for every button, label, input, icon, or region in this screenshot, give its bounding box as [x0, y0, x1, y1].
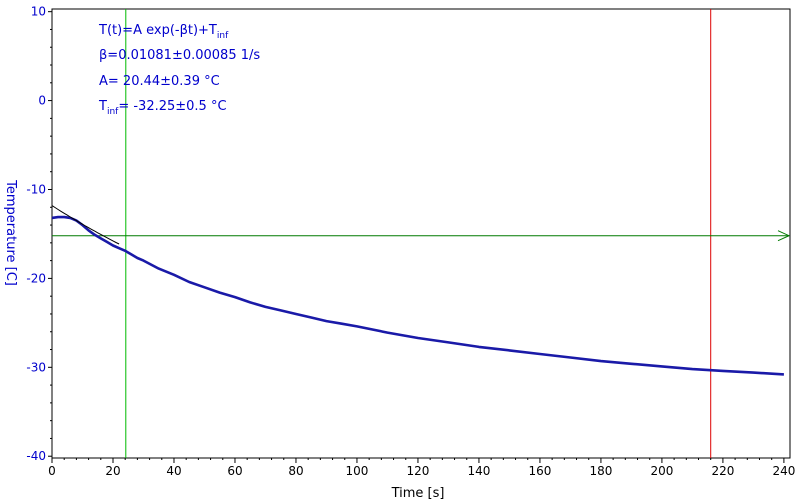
fit-annotation: T(t)=A exp(-βt)+Tinf β=0.01081±0.00085 1…	[98, 23, 260, 117]
x-tick-label: 200	[650, 464, 673, 478]
x-tick-label: 140	[467, 464, 490, 478]
x-tick-label: 120	[406, 464, 429, 478]
cursor-lines	[52, 9, 791, 458]
y-axis-label: Temperature [C]	[3, 179, 18, 286]
plot-frame	[51, 8, 791, 459]
x-axis-label: Time [s]	[391, 486, 445, 501]
x-tick-label: 20	[105, 464, 120, 478]
y-tick-label: -10	[26, 182, 46, 196]
x-tick-label: 160	[528, 464, 551, 478]
x-tick-label: 60	[227, 464, 242, 478]
x-tick-label: 100	[346, 464, 369, 478]
y-tick-label: -20	[26, 271, 46, 285]
x-tick-label: 0	[48, 464, 56, 478]
y-tick-label: -30	[26, 360, 46, 374]
x-tick-label: 180	[589, 464, 612, 478]
fit-line	[51, 205, 120, 245]
x-axis-ticks: 0 20 40 60 80 100 120 140 160 180 200 220 240	[48, 458, 795, 478]
y-tick-label: -40	[26, 449, 46, 463]
x-tick-label: 220	[711, 464, 734, 478]
horizontal-cursor-arrow	[777, 230, 791, 242]
fit-formula: T(t)=A exp(-βt)+Tinf	[98, 23, 229, 41]
x-tick-label: 240	[772, 464, 795, 478]
x-tick-label: 40	[166, 464, 181, 478]
y-tick-label: 0	[38, 94, 46, 108]
fit-curve	[51, 205, 120, 245]
y-tick-label: 10	[31, 5, 46, 19]
x-tick-label: 80	[288, 464, 303, 478]
fit-amplitude: A= 20.44±0.39 °C	[99, 74, 220, 89]
data-line	[51, 215, 784, 376]
y-axis-ticks: 10 0 -10 -20 -30 -40	[26, 5, 52, 463]
fit-beta: β=0.01081±0.00085 1/s	[99, 48, 260, 63]
fit-tinf: Tinf= -32.25±0.5 °C	[98, 99, 227, 117]
data-series	[51, 215, 784, 376]
